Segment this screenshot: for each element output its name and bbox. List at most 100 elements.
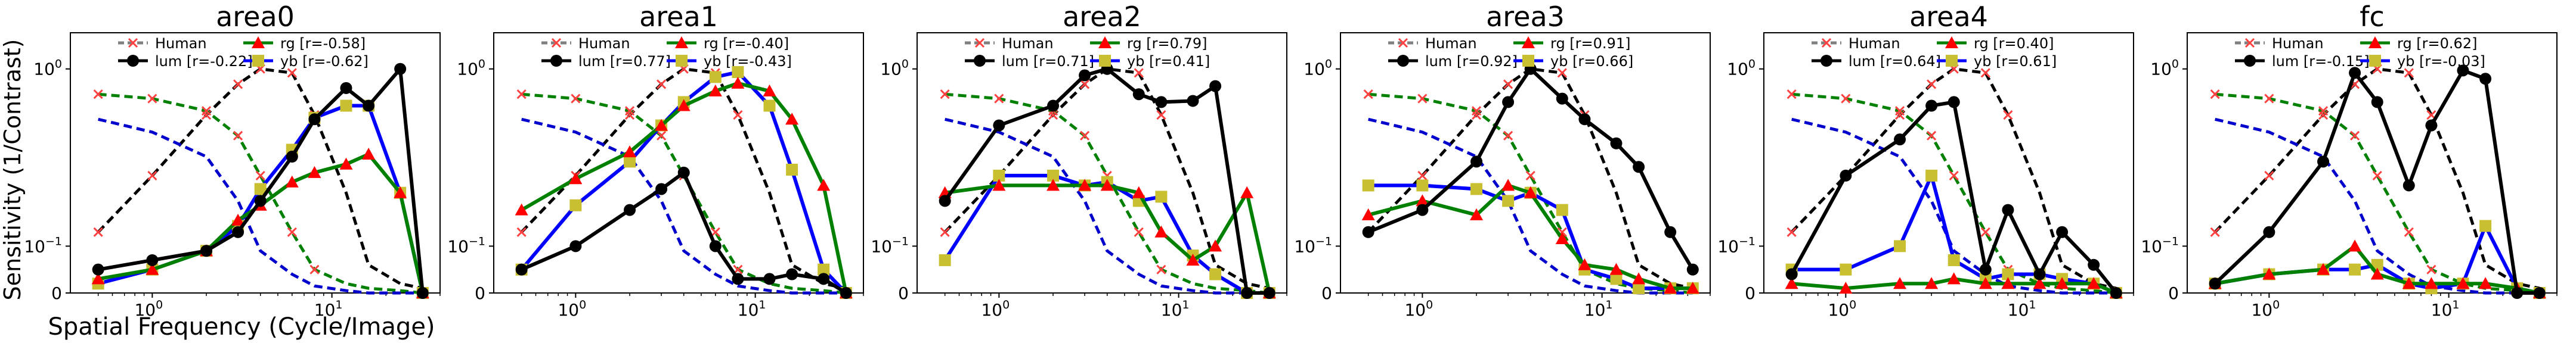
human-point [1525,170,1535,180]
point-rg [308,166,321,178]
human-point [1503,79,1513,89]
human-point [516,89,527,99]
point-yb [1894,240,1906,252]
human-point [1787,227,1797,237]
point-lum [786,268,798,280]
legend-marker [1522,55,1534,67]
legend-marker [550,55,562,67]
human-point [2003,110,2013,120]
x-tick-label: 100 [558,298,586,320]
human-curve-rg [945,92,1270,295]
legend-marker [2244,38,2255,48]
y-tick-label: 100 [457,58,485,79]
point-yb [818,263,830,276]
point-rg [1632,272,1646,285]
point-lum [92,263,104,276]
series-line-rg [1367,183,1693,291]
point-rg [394,186,407,198]
point-rg [2001,277,2015,289]
point-rg [2262,267,2276,280]
point-rg [2317,263,2330,275]
human-point [624,106,635,116]
point-lum [146,254,159,266]
point-yb [1155,191,1168,203]
human-point [201,106,212,116]
point-lum [1155,96,1168,108]
point-rg [2087,277,2101,289]
point-yb [1416,179,1429,192]
point-lum [2457,64,2469,77]
point-rg [569,172,583,185]
point-yb [1362,179,1374,192]
human-point [2372,170,2382,180]
human-curve-yb [945,117,1270,295]
point-lum [2033,268,2046,280]
human-curve-rg [98,92,423,295]
point-lum [1209,80,1222,92]
point-rg [2348,239,2362,252]
point-lum [1132,88,1145,101]
human-point [2210,227,2220,237]
y-tick-label: 100 [33,58,62,79]
point-lum [1470,155,1483,168]
point-yb [624,155,636,168]
legend-label: lum [r=0.77] [578,53,671,70]
legend-marker [974,55,986,67]
point-lum [2056,226,2069,238]
human-point [1557,68,1567,78]
human-point [1417,93,1428,104]
legend-marker [1946,55,1958,67]
y-tick-label: 10−1 [1717,235,1755,256]
point-lum [1785,268,1798,280]
point-yb [1948,254,1960,266]
point-rg [1893,277,1907,289]
point-lum [1047,99,1060,112]
point-rg [1664,282,1677,294]
point-lum [2002,204,2014,216]
point-lum [1664,226,1677,238]
legend-label: yb [r=0.41] [1127,53,1210,70]
legend-label: Human [155,35,207,52]
legend-label: Human [2272,35,2324,52]
legend-marker [1522,36,1535,48]
point-lum [515,263,528,276]
point-lum [1840,169,1852,182]
point-rg [1240,186,1254,198]
point-lum [732,273,744,285]
human-point [2264,93,2274,104]
point-rg [1925,277,1939,289]
point-lum [763,273,776,285]
point-lum [1894,133,1906,146]
plot-frame [493,32,864,294]
point-yb [939,254,951,266]
point-lum [939,195,951,207]
human-point [287,227,297,237]
point-yb [993,169,1005,182]
legend-marker [1397,55,1409,67]
point-yb [763,99,776,112]
human-point [233,79,243,89]
point-rg [1132,186,1145,198]
point-rg [785,113,799,125]
point-lum [709,240,722,252]
point-lum [2479,73,2492,85]
point-rg [1947,272,1961,285]
human-point [1156,264,1166,275]
legend-marker [2244,55,2256,67]
human-point [710,227,720,237]
legend-marker [1098,36,1111,48]
point-rg [1501,179,1515,191]
human-point [2318,106,2329,116]
human-curve-yb [2215,117,2540,295]
y-tick-label: 100 [880,58,909,79]
panel-title: area3 [1486,1,1565,33]
y-tick-label: 100 [1304,58,1332,79]
x-tick-label: 101 [2431,298,2460,320]
point-lum [2511,287,2524,299]
point-rg [992,179,1006,191]
point-lum [2317,155,2330,168]
point-rg [763,84,776,96]
human-point [2426,264,2436,275]
